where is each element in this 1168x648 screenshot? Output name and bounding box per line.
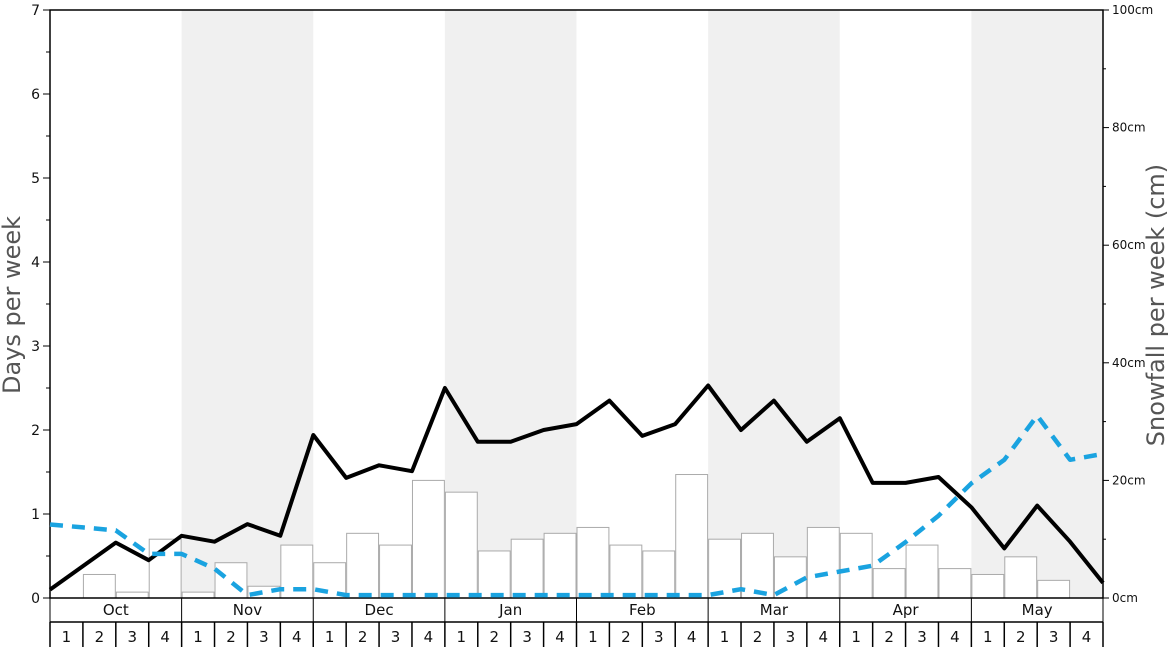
y2-tick-label: 80cm xyxy=(1112,121,1146,135)
week-label: 1 xyxy=(62,628,72,646)
month-shade-may xyxy=(971,10,1103,598)
week-label: 4 xyxy=(424,628,434,646)
week-label: 4 xyxy=(950,628,960,646)
week-label: 1 xyxy=(193,628,203,646)
month-label: Dec xyxy=(365,601,394,619)
week-label: 1 xyxy=(851,628,861,646)
y-tick-label: 2 xyxy=(31,423,40,439)
week-label: 4 xyxy=(555,628,565,646)
month-label: Apr xyxy=(893,601,920,619)
week-label: 3 xyxy=(654,628,664,646)
week-label: 3 xyxy=(1049,628,1059,646)
y-tick-label: 3 xyxy=(31,339,40,355)
y-axis-title: Days per week xyxy=(0,216,26,394)
bar xyxy=(510,538,544,599)
week-label: 1 xyxy=(588,628,598,646)
bar xyxy=(576,526,610,599)
bar xyxy=(872,568,906,599)
month-week-axis: Oct 1 2 3 4 Nov 1 2 3 4 Dec 1 2 3 4 Jan 1 2 3 4 Feb 1 2 3 4 Mar 1 2… xyxy=(49,598,1104,647)
week-label: 1 xyxy=(325,628,335,646)
bar xyxy=(82,573,116,599)
days-line xyxy=(48,383,1105,592)
week-label: 1 xyxy=(983,628,993,646)
bar xyxy=(1037,579,1071,599)
bar xyxy=(971,573,1005,599)
week-label: 2 xyxy=(95,628,105,646)
bar xyxy=(181,591,215,599)
week-label: 4 xyxy=(819,628,829,646)
bar xyxy=(379,544,412,599)
bar xyxy=(905,544,939,599)
month-label: May xyxy=(1022,601,1053,619)
week-label: 3 xyxy=(391,628,401,646)
y-tick-label: 0 xyxy=(31,591,40,607)
bar xyxy=(444,491,478,599)
y-tick-label: 1 xyxy=(31,507,40,523)
right-axis: 0cm 20cm 40cm 60cm 80cm 100cm xyxy=(1103,3,1153,605)
bar xyxy=(477,550,511,599)
month-label: Nov xyxy=(233,601,262,619)
week-label: 2 xyxy=(226,628,236,646)
bar xyxy=(411,479,445,599)
week-label: 3 xyxy=(127,628,137,646)
week-label: 2 xyxy=(753,628,763,646)
bar xyxy=(675,474,709,599)
month-label: Mar xyxy=(760,601,789,619)
series-lines xyxy=(48,383,1105,598)
month-shade-mar xyxy=(708,10,840,598)
week-label: 4 xyxy=(292,628,302,646)
week-label: 3 xyxy=(259,628,269,646)
week-label: 2 xyxy=(489,628,499,646)
y2-tick-label: 0cm xyxy=(1112,591,1138,605)
bar xyxy=(609,544,643,599)
week-label: 4 xyxy=(160,628,170,646)
days-bars xyxy=(82,474,1071,599)
month-label: Feb xyxy=(629,601,656,619)
y2-axis-title: Snowfall per week (cm) xyxy=(1142,164,1168,446)
bar xyxy=(741,532,774,599)
week-label: 3 xyxy=(917,628,927,646)
y2-tick-label: 100cm xyxy=(1112,3,1153,17)
bar xyxy=(214,562,248,599)
week-label: 4 xyxy=(1082,628,1092,646)
week-label: 3 xyxy=(522,628,532,646)
week-label: 2 xyxy=(358,628,368,646)
week-label: 1 xyxy=(457,628,467,646)
y-tick-label: 6 xyxy=(31,87,40,103)
y2-tick-label: 20cm xyxy=(1112,473,1146,487)
week-label: 2 xyxy=(884,628,894,646)
week-label: 1 xyxy=(720,628,730,646)
y-tick-label: 7 xyxy=(31,3,40,19)
y2-tick-label: 60cm xyxy=(1112,238,1146,252)
bar xyxy=(1004,556,1038,599)
bar xyxy=(806,526,840,599)
y2-tick-label: 40cm xyxy=(1112,356,1146,370)
week-label: 3 xyxy=(786,628,796,646)
month-label: Oct xyxy=(103,601,129,619)
bar xyxy=(642,550,676,599)
month-shade-nov xyxy=(181,10,314,598)
week-label: 2 xyxy=(1016,628,1026,646)
bar xyxy=(543,532,577,599)
bar xyxy=(346,532,380,599)
week-label: 2 xyxy=(621,628,631,646)
month-shading xyxy=(181,10,1103,598)
month-label: Jan xyxy=(498,601,522,619)
bar xyxy=(115,591,149,599)
week-label: 4 xyxy=(687,628,697,646)
bar xyxy=(938,568,972,599)
y-tick-label: 5 xyxy=(31,171,40,187)
y-tick-label: 4 xyxy=(31,255,40,271)
left-axis: 0 1 2 3 4 5 6 7 xyxy=(31,3,50,607)
